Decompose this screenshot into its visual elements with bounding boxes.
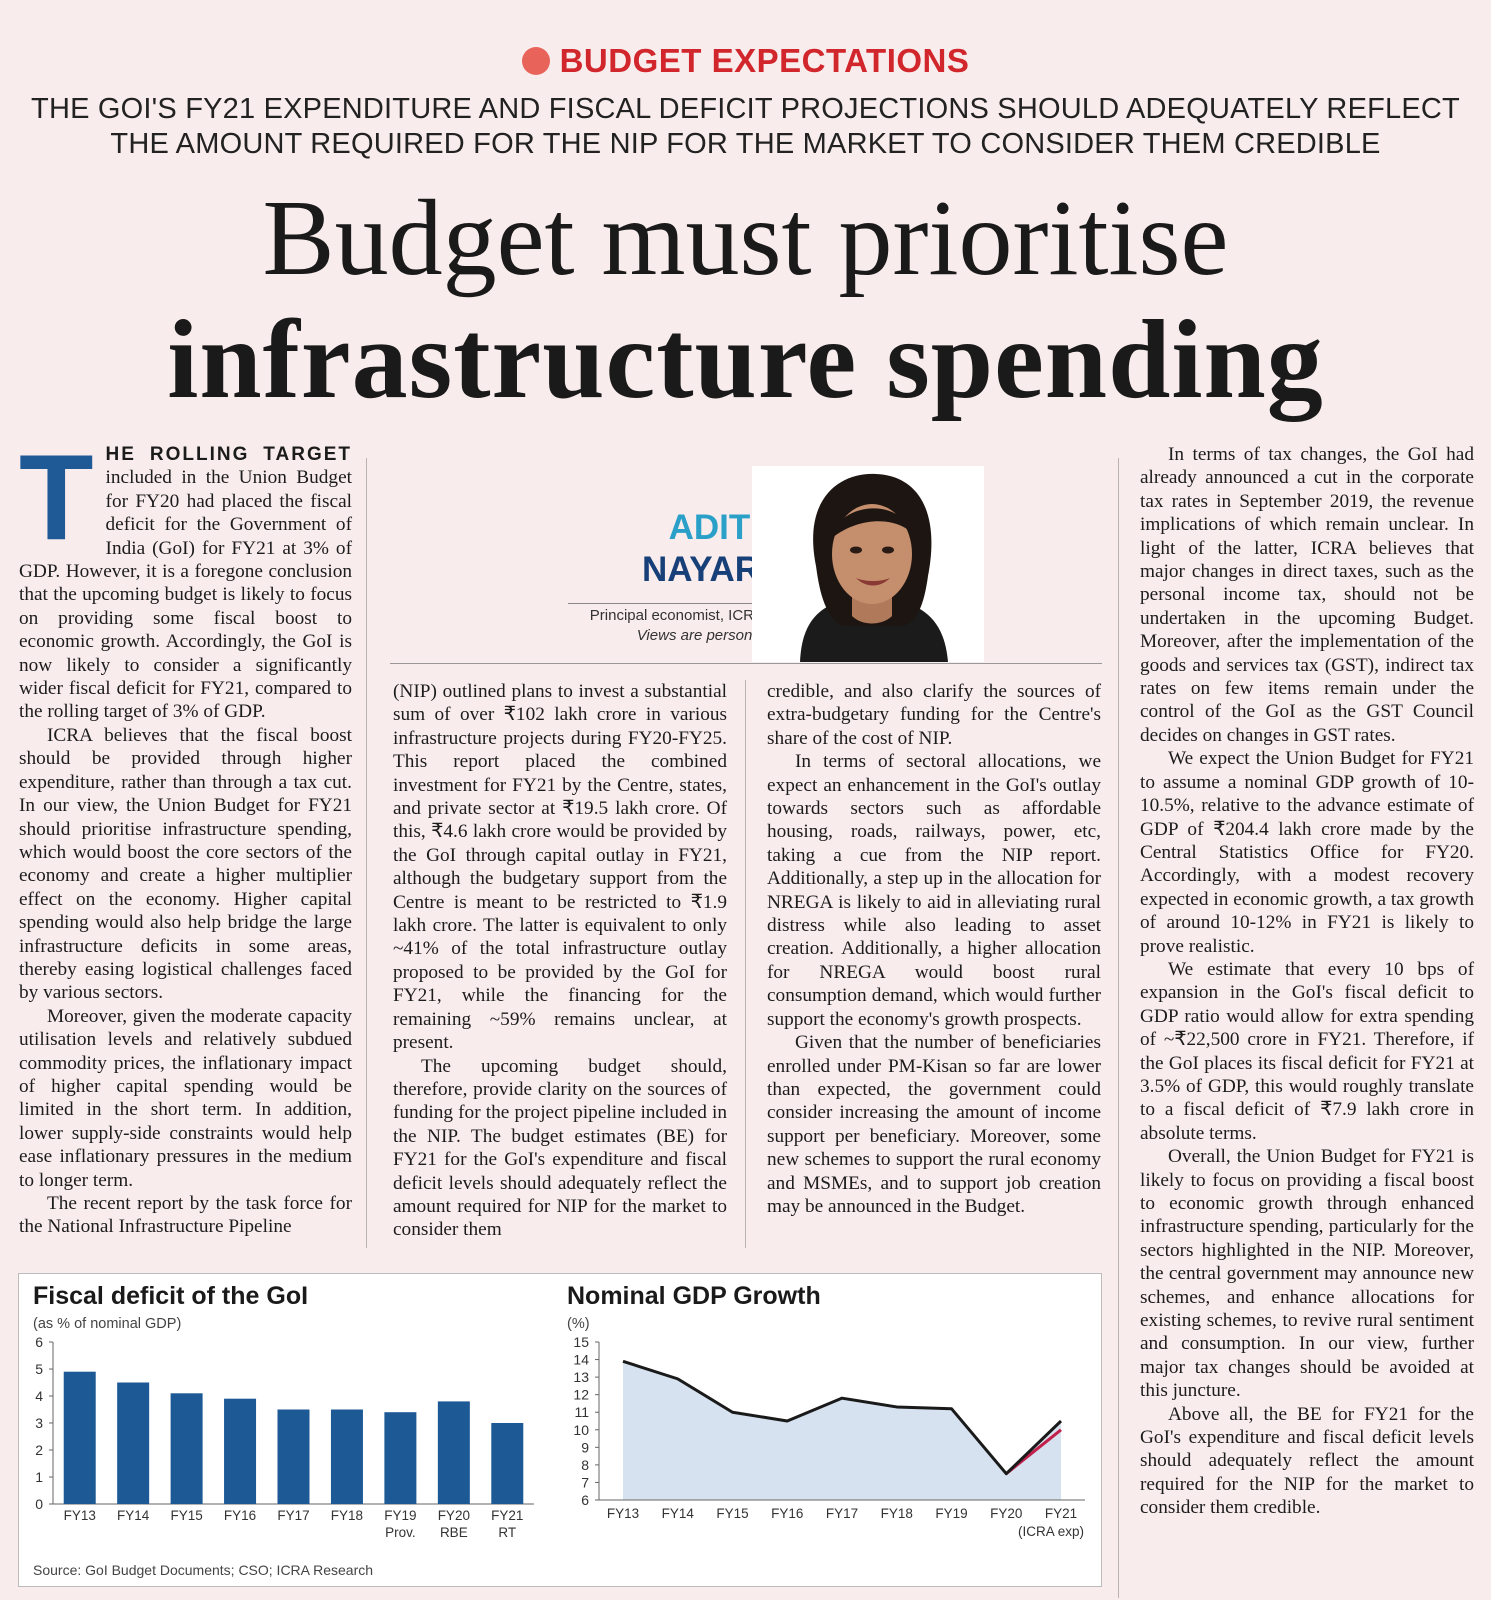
chart2-y-tick-label: 8 [581,1457,589,1473]
chart1-y-tick-label: 3 [35,1415,43,1431]
column-divider [366,458,367,1248]
article-column-3: credible, and also clarify the sources o… [767,680,1101,1218]
article-column-1: T HE ROLLING TARGET included in the Unio… [19,429,352,1239]
chart2-x-tick-label: FY17 [826,1506,858,1521]
charts-panel: Fiscal deficit of the GoI (as % of nomin… [18,1273,1102,1587]
chart2-y-tick-label: 7 [581,1474,589,1490]
chart2-x-tick-label: FY20 [990,1506,1022,1521]
paragraph: We expect the Union Budget for FY21 to a… [1140,748,1474,957]
paragraph: The upcoming budget should, therefore, p… [393,1055,727,1241]
section-kicker: BUDGET EXPECTATIONS [0,42,1491,80]
deck-line-1: THE GOI'S FY21 EXPENDITURE AND FISCAL DE… [31,93,1460,125]
paragraph: In terms of tax changes, the GoI had alr… [1140,444,1474,746]
deck: THE GOI'S FY21 EXPENDITURE AND FISCAL DE… [0,92,1491,162]
headline-line-2: infrastructure spending [167,298,1324,422]
paragraph: Overall, the Union Budget for FY21 is li… [1140,1146,1474,1402]
kicker-dot-icon [521,47,550,75]
chart1-bar [330,1409,363,1504]
paragraph: In terms of sectoral allocations, we exp… [767,751,1101,1030]
chart1-x-tick-label: FY14 [117,1508,150,1523]
chart1-bar [437,1401,470,1504]
chart1-x-tick-label: FY17 [277,1508,309,1523]
chart2-x-tick-label: FY16 [771,1506,803,1521]
author-first-name: ADITI [668,508,760,547]
chart2-title: Nominal GDP Growth [567,1282,821,1310]
chart2-x-sublabel: (ICRA exp) [1018,1524,1084,1539]
chart2-subtitle: (%) [567,1316,590,1332]
chart1-y-tick-label: 1 [35,1469,43,1485]
chart1-x-sublabel: RT [498,1525,516,1540]
dropcap: T [19,429,94,565]
chart2-x-tick-label: FY21 [1045,1506,1077,1521]
chart2-y-tick-label: 6 [581,1492,589,1508]
chart1-y-tick-label: 0 [35,1496,43,1512]
paragraph: ICRA believes that the fiscal boost shou… [19,724,352,1004]
article-column-2: (NIP) outlined plans to invest a substan… [393,680,727,1242]
paragraph: credible, and also clarify the sources o… [767,681,1101,749]
chart1-y-tick-label: 5 [35,1361,43,1377]
article-column-4: In terms of tax changes, the GoI had alr… [1140,443,1474,1520]
chart2-x-tick-label: FY13 [607,1506,639,1521]
chart2-y-tick-label: 15 [573,1334,589,1350]
column-divider [745,680,746,1248]
author-role: Principal economist, ICRA [589,607,764,624]
chart1-x-tick-label: FY19 [384,1508,416,1523]
chart2-y-tick-label: 10 [573,1422,589,1438]
chart2-y-tick-label: 11 [574,1404,589,1420]
chart2-x-tick-label: FY19 [935,1506,967,1521]
chart1-x-tick-label: FY16 [224,1508,256,1523]
chart1-bar [384,1412,417,1504]
paragraph: The recent report by the task force for … [19,1193,352,1238]
column-divider [1118,458,1119,1598]
paragraph: (NIP) outlined plans to invest a substan… [393,681,727,1054]
paragraph: Given that the number of beneficiaries e… [767,1032,1101,1217]
chart2-y-tick-label: 13 [573,1369,589,1385]
chart-source: Source: GoI Budget Documents; CSO; ICRA … [33,1562,374,1578]
chart1-x-tick-label: FY13 [64,1508,96,1523]
chart1-bar [224,1398,257,1504]
author-bottom-rule [390,663,1102,664]
paragraph: Moreover, given the moderate capacity ut… [19,1005,352,1191]
author-rule [568,603,764,604]
chart1-subtitle: (as % of nominal GDP) [33,1316,182,1332]
chart2-x-tick-label: FY14 [662,1506,695,1521]
author-disclaimer: Views are personal [636,627,764,644]
chart1-x-tick-label: FY18 [331,1508,363,1523]
chart1-x-tick-label: FY20 [438,1508,470,1523]
chart1-bar [170,1393,203,1504]
chart2-line [622,1359,1063,1476]
chart1-bar [117,1382,150,1504]
chart1-x-sublabel: RBE [440,1525,468,1540]
chart2-y-tick-label: 9 [581,1439,589,1455]
chart1-y-tick-label: 4 [35,1388,43,1404]
author-portrait [752,466,984,662]
chart1-x-sublabel: Prov. [385,1525,416,1540]
chart2-y-tick-label: 14 [573,1352,589,1368]
headline-line-1: Budget must prioritise [262,179,1229,298]
chart1-bar [277,1409,310,1504]
author-last-name: NAYAR [641,550,760,589]
chart2-x-tick-label: FY18 [881,1506,913,1521]
chart1-y-tick-label: 2 [35,1442,43,1458]
paragraph: Above all, the BE for FY21 for the GoI's… [1140,1403,1474,1519]
chart1-x-tick-label: FY15 [170,1508,202,1523]
chart2-x-tick-label: FY15 [716,1506,748,1521]
chart1-x-tick-label: FY21 [491,1508,523,1523]
chart1-y-tick-label: 6 [35,1334,43,1350]
chart1-bar [491,1423,524,1504]
paragraph: HE ROLLING TARGET included in the Union … [19,444,352,723]
chart1-title: Fiscal deficit of the GoI [33,1282,309,1310]
chart1-bar [63,1371,96,1504]
chart1-fiscal-deficit: 0 1 2 3 4 5 6 FY13 FY14 FY15 FY16 FY17 FY18 FY19 Prov.… [35,1334,534,1540]
lead-words: HE ROLLING TARGET [105,444,352,465]
paragraph: We estimate that every 10 bps of expansi… [1140,958,1474,1144]
deck-line-2: THE AMOUNT REQUIRED FOR THE NIP FOR THE … [110,128,1381,160]
chart2-y-tick-label: 12 [573,1387,589,1403]
chart2-area [623,1361,1061,1500]
